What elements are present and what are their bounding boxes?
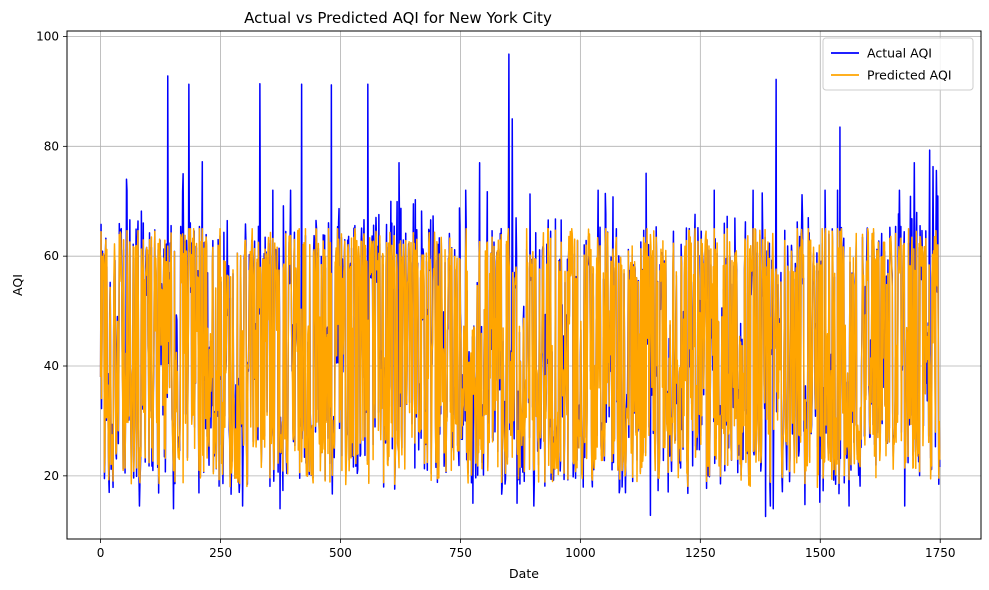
x-tick-label: 1000 [565,546,596,560]
x-tick-label: 750 [449,546,472,560]
y-tick-label: 80 [44,139,59,153]
x-axis-title: Date [509,566,539,581]
x-tick-label: 1500 [805,546,836,560]
legend-box [822,37,974,91]
x-tick-label: 0 [97,546,105,560]
legend-label: Predicted AQI [867,68,952,83]
x-axis: 0 250 500 750 1000 1250 1500 1750 [97,539,956,560]
y-axis-title: AQI [10,274,25,296]
chart-title: Actual vs Predicted AQI for New York Cit… [244,9,552,27]
series-layer [99,53,941,518]
y-tick-label: 60 [44,249,59,263]
x-tick-label: 1750 [925,546,956,560]
x-tick-label: 1250 [685,546,716,560]
y-tick-label: 40 [44,359,59,373]
y-tick-label: 20 [44,469,59,483]
plot-frame [66,30,982,540]
x-tick-label: 250 [209,546,232,560]
legend-label: Actual AQI [867,46,932,61]
y-tick-label: 100 [36,29,59,43]
series-line-predicted-aqi [99,227,941,489]
x-tick-label: 500 [329,546,352,560]
legend: Actual AQI Predicted AQI [822,37,974,91]
y-axis: 20 40 60 80 100 [36,29,67,483]
